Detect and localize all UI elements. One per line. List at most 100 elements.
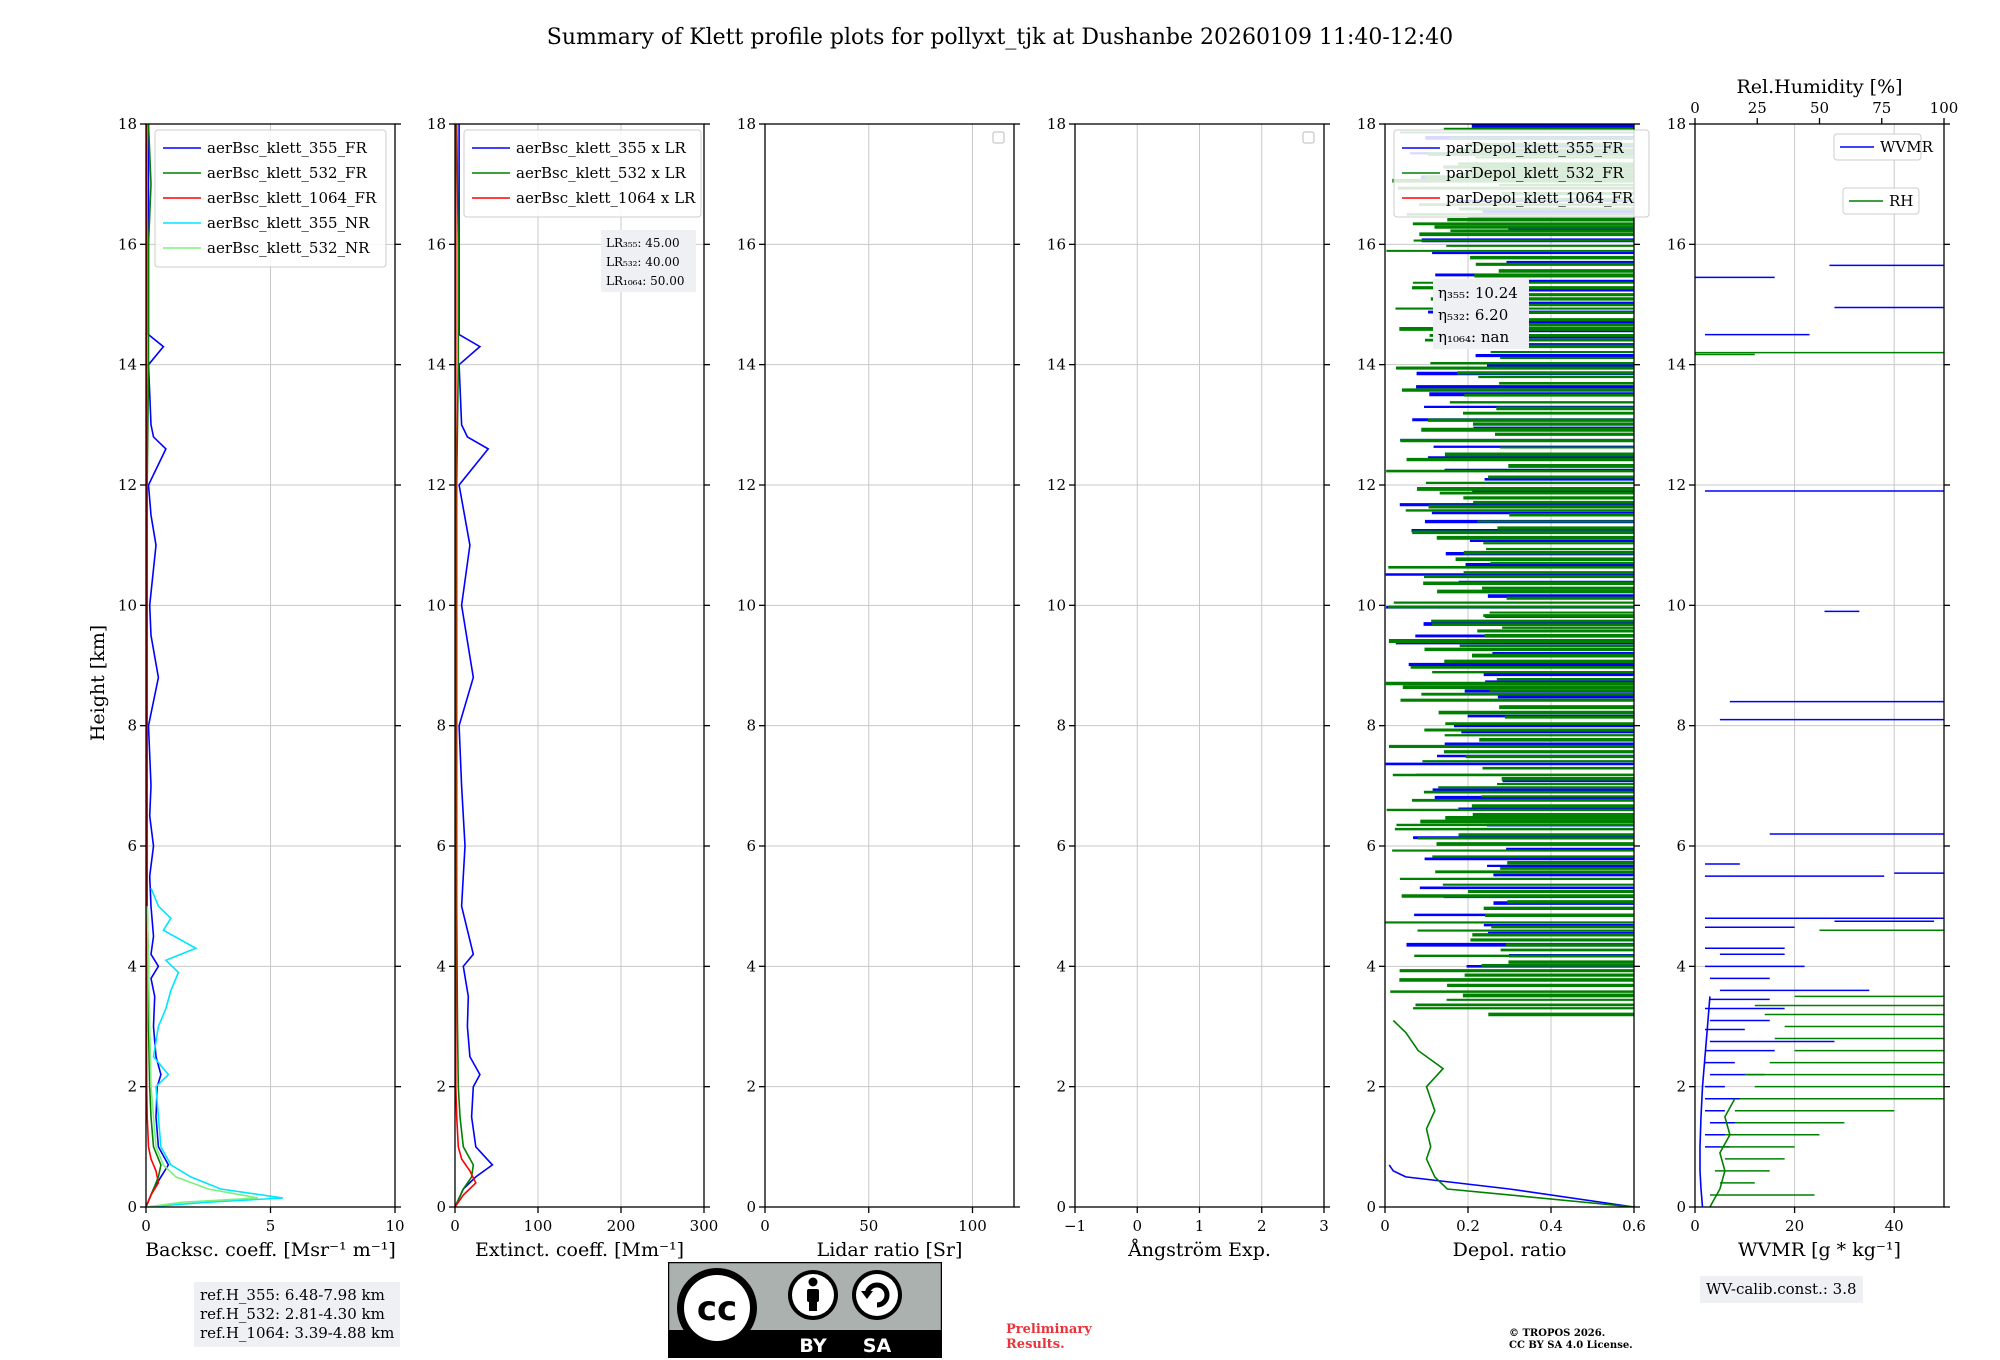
ref-height-1064: ref.H_1064: 3.39-4.88 km [200, 1324, 395, 1342]
x-tick-label: 0 [141, 1217, 151, 1235]
y-tick-label: 0 [1366, 1198, 1376, 1216]
y-tick-label: 14 [1357, 356, 1376, 374]
legend-entry-label: aerBsc_klett_355 x LR [516, 139, 687, 157]
legend-entry-label: parDepol_klett_355_FR [1446, 139, 1624, 157]
y-tick-label: 8 [1676, 717, 1686, 735]
series-line-WVMR [1699, 996, 1711, 1207]
y-tick-label: 18 [1357, 115, 1376, 133]
series-line-aerBsc_klett_1064 x LR [455, 124, 477, 1207]
x-axis-label-ext: Extinct. coeff. [Mm⁻¹] [475, 1239, 684, 1261]
x-tick-label: 100 [524, 1217, 553, 1235]
eta-label: η₃₅₅: 10.24 [1438, 284, 1518, 302]
x-tick-label: 0.6 [1622, 1217, 1646, 1235]
y-tick-label: 2 [746, 1078, 756, 1096]
legend-entry-label: WVMR [1880, 138, 1934, 156]
y-tick-label: 12 [1047, 476, 1066, 494]
y-tick-label: 6 [746, 837, 756, 855]
wv-calib-box: WV-calib.const.: 3.8 [1700, 1276, 1863, 1303]
y-tick-label: 0 [1676, 1198, 1686, 1216]
panel-lr: 0 50 100 0 2 4 6 8 10 12 14 16 18 Lidar ratio [Sr] [737, 115, 1020, 1261]
x-tick-label: 2 [1257, 1217, 1267, 1235]
y-tick-label: 10 [118, 596, 137, 614]
y-tick-label: 12 [1357, 476, 1376, 494]
x-tick-label: 0 [760, 1217, 770, 1235]
lidar-ratio-label: LR₅₃₂: 40.00 [606, 255, 680, 269]
y-tick-label: 18 [737, 115, 756, 133]
y-tick-label: 6 [1676, 837, 1686, 855]
y-tick-label: 18 [427, 115, 446, 133]
y-tick-label: 4 [1056, 957, 1066, 975]
x-tick-label: 20 [1785, 1217, 1804, 1235]
top-x-tick-label: 25 [1748, 99, 1767, 117]
y-tick-label: 6 [1056, 837, 1066, 855]
y-tick-label: 2 [436, 1078, 446, 1096]
y-tick-label: 14 [737, 356, 756, 374]
y-tick-label: 18 [118, 115, 137, 133]
copyright-line-2: CC BY SA 4.0 License. [1509, 1340, 1633, 1351]
y-tick-label: 6 [127, 837, 137, 855]
x-tick-label: 0.4 [1539, 1217, 1563, 1235]
lidar-ratio-label: LR₃₅₅: 45.00 [606, 236, 680, 250]
figure-title: Summary of Klett profile plots for polly… [547, 25, 1453, 50]
y-tick-label: 18 [1667, 115, 1686, 133]
x-tick-label: 0 [1380, 1217, 1390, 1235]
top-x-tick-label: 100 [1930, 99, 1959, 117]
x-axis-label-lr: Lidar ratio [Sr] [817, 1239, 963, 1261]
x-tick-label: 0 [1132, 1217, 1142, 1235]
y-tick-label: 2 [1056, 1078, 1066, 1096]
x-tick-label: 5 [266, 1217, 276, 1235]
y-axis-label: Height [km] [87, 625, 109, 741]
legend-entry-label: aerBsc_klett_355_NR [207, 214, 370, 232]
axes-frame [1384, 123, 1635, 1208]
axes-frame [1694, 123, 1945, 1208]
series-line-aerBsc_klett_532_NR [146, 906, 259, 1207]
lidar-ratio-box [601, 230, 696, 292]
y-tick-label: 16 [737, 235, 756, 253]
by-icon [788, 1270, 838, 1320]
y-tick-label: 8 [1056, 717, 1066, 735]
legend-box-bsc [154, 129, 387, 268]
y-tick-label: 6 [1366, 837, 1376, 855]
x-axis-label-ang: Ångström Exp. [1127, 1239, 1271, 1261]
top-x-tick-label: 50 [1810, 99, 1829, 117]
plot-area-ext [455, 124, 494, 1207]
legend-entry-label: aerBsc_klett_1064 x LR [516, 189, 696, 207]
by-label: BY [799, 1335, 826, 1357]
y-tick-label: 14 [1667, 356, 1686, 374]
y-tick-label: 4 [746, 957, 756, 975]
axes-frame [454, 123, 705, 1208]
y-tick-label: 2 [1676, 1078, 1686, 1096]
ref-height-355: ref.H_355: 6.48-7.98 km [200, 1286, 385, 1304]
legend-entry-label: parDepol_klett_1064_FR [1446, 189, 1634, 207]
preliminary-line-1: Preliminary [1006, 1322, 1092, 1337]
series-line-aerBsc_klett_355_NR [146, 887, 284, 1207]
y-tick-label: 8 [127, 717, 137, 735]
y-tick-label: 16 [118, 235, 137, 253]
y-tick-label: 0 [1056, 1198, 1066, 1216]
top-x-tick-label: 0 [1690, 99, 1700, 117]
top-axis-label: Rel.Humidity [%] [1736, 76, 1902, 98]
axes-frame [764, 123, 1015, 1208]
legend-entry-label: RH [1889, 192, 1913, 210]
series-line-aerBsc_klett_532_FR [146, 124, 162, 1207]
eta-label: η₅₃₂: 6.20 [1438, 306, 1508, 324]
y-tick-label: 12 [737, 476, 756, 494]
preliminary-line-2: Results. [1006, 1337, 1065, 1352]
y-tick-label: 12 [118, 476, 137, 494]
x-tick-label: 0 [1690, 1217, 1700, 1235]
y-tick-label: 10 [1667, 596, 1686, 614]
y-tick-label: 0 [436, 1198, 446, 1216]
y-tick-label: 8 [436, 717, 446, 735]
y-tick-label: 14 [427, 356, 446, 374]
y-tick-label: 10 [1357, 596, 1376, 614]
legend-entry-label: parDepol_klett_532_FR [1446, 164, 1624, 182]
y-tick-label: 14 [118, 356, 137, 374]
y-tick-label: 16 [427, 235, 446, 253]
eta-calibration-box [1433, 279, 1529, 349]
legend-entry-label: aerBsc_klett_355_FR [207, 139, 367, 157]
y-tick-label: 6 [436, 837, 446, 855]
y-tick-label: 4 [1366, 957, 1376, 975]
x-tick-label: 0 [450, 1217, 460, 1235]
